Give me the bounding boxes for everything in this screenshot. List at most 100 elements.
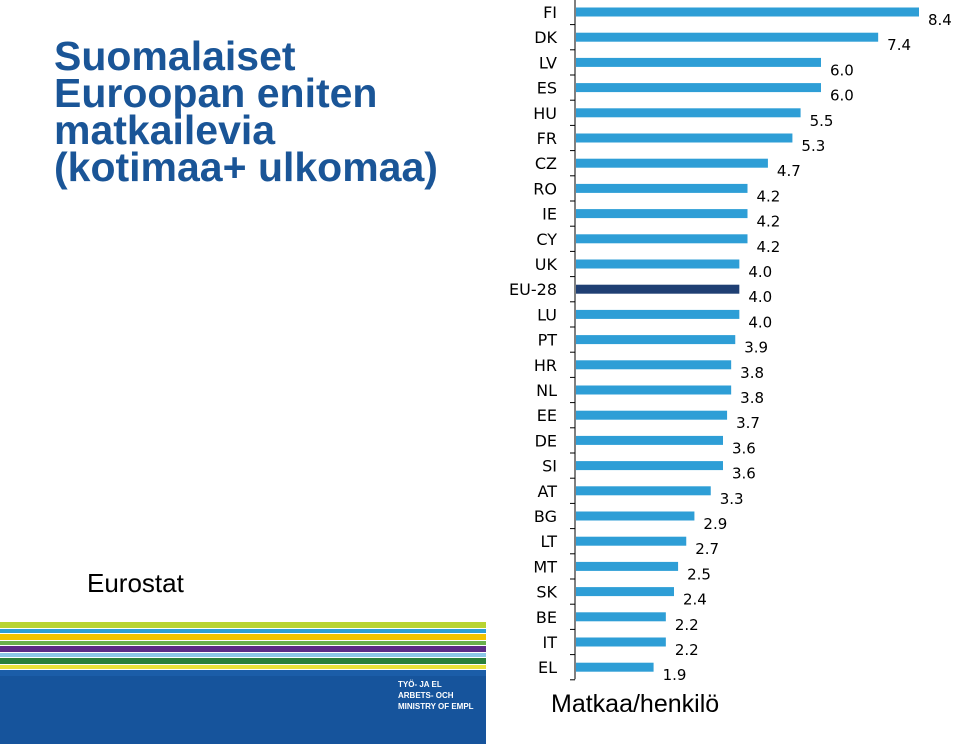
- category-label: EL: [538, 658, 557, 677]
- category-label: CY: [536, 230, 557, 249]
- source-label: Eurostat: [87, 568, 184, 598]
- stripe: [0, 634, 486, 640]
- category-label: LT: [541, 532, 558, 551]
- logo-line-2: ARBETS- OCH: [398, 691, 454, 700]
- bar-lu: [576, 309, 740, 319]
- bar-lt: [576, 536, 687, 546]
- value-label: 3.3: [720, 490, 744, 508]
- title-line-4: (kotimaa+ ulkomaa): [54, 144, 438, 190]
- bar-it: [576, 637, 666, 647]
- value-label: 4.0: [748, 313, 772, 331]
- value-label: 3.8: [740, 364, 764, 382]
- category-label: NL: [536, 381, 557, 400]
- category-label: FI: [543, 3, 557, 22]
- value-label: 3.9: [744, 339, 768, 357]
- value-label: 4.0: [748, 263, 772, 281]
- bar-cy: [576, 234, 748, 244]
- category-label: PT: [538, 331, 558, 350]
- category-label: EU-28: [509, 280, 557, 299]
- value-label: 5.3: [801, 137, 825, 155]
- value-label: 6.0: [830, 87, 854, 105]
- stripe: [0, 641, 486, 645]
- bar-hr: [576, 360, 732, 370]
- bar-de: [576, 435, 723, 445]
- bar-be: [576, 612, 666, 622]
- bar-ie: [576, 209, 748, 219]
- value-label: 2.9: [703, 515, 727, 533]
- stripe: [0, 622, 486, 628]
- bar-chart: FI 8.4 DK 7.4 LV 6.0 ES 6.0 HU 5.5 FR 5.3 CZ 4.7 RO 4.2…: [509, 0, 952, 684]
- bar-lv: [576, 57, 821, 67]
- category-label: SK: [536, 583, 557, 602]
- value-label: 8.4: [928, 11, 952, 29]
- bar-hu: [576, 108, 801, 118]
- bar-es: [576, 83, 821, 93]
- value-label: 4.2: [757, 187, 781, 205]
- category-label: IT: [543, 633, 558, 652]
- bar-ro: [576, 183, 748, 193]
- value-label: 2.4: [683, 591, 707, 609]
- category-label: MT: [533, 557, 557, 576]
- bar-bg: [576, 511, 695, 521]
- stripe: [0, 629, 486, 633]
- decorative-stripes: [0, 612, 486, 744]
- bar-uk: [576, 259, 740, 269]
- category-label: AT: [538, 482, 558, 501]
- value-label: 7.4: [887, 36, 911, 54]
- value-label: 3.6: [732, 439, 756, 457]
- category-label: HR: [534, 356, 557, 375]
- value-label: 4.7: [777, 162, 801, 180]
- stripe: [0, 670, 486, 676]
- category-label: SI: [542, 457, 557, 476]
- stripe: [0, 646, 486, 652]
- bar-at: [576, 486, 711, 496]
- value-label: 4.2: [757, 213, 781, 231]
- bar-fi: [576, 7, 919, 17]
- logo-line-1: TYÖ- JA EL: [398, 680, 442, 689]
- bar-el: [576, 662, 654, 672]
- slide-title: Suomalaiset Euroopan eniten matkailevia …: [54, 33, 494, 190]
- bar-nl: [576, 385, 732, 395]
- category-label: LU: [537, 305, 557, 324]
- title-line-1: Suomalaiset: [54, 33, 296, 79]
- category-label: IE: [542, 205, 557, 224]
- bar-ee: [576, 410, 728, 420]
- category-label: HU: [533, 104, 557, 123]
- category-label: DK: [534, 28, 557, 47]
- logo-line-3: MINISTRY OF EMPL: [398, 702, 474, 711]
- value-label: 2.2: [675, 616, 699, 634]
- category-label: UK: [535, 255, 558, 274]
- value-label: 2.2: [675, 641, 699, 659]
- value-label: 1.9: [663, 666, 687, 684]
- category-label: BE: [536, 608, 557, 627]
- title-line-3: matkailevia: [54, 107, 276, 153]
- ministry-footer-band: [0, 676, 486, 744]
- category-label: LV: [539, 53, 557, 72]
- category-label: ES: [537, 79, 557, 98]
- bar-si: [576, 461, 723, 471]
- bar-eu-28: [576, 284, 740, 294]
- value-label: 4.0: [748, 288, 772, 306]
- value-label: 2.5: [687, 565, 711, 583]
- value-label: 2.7: [695, 540, 719, 558]
- stripe: [0, 658, 486, 664]
- bar-dk: [576, 32, 879, 42]
- category-label: BG: [534, 507, 557, 526]
- value-label: 6.0: [830, 61, 854, 79]
- category-label: FR: [537, 129, 557, 148]
- bar-fr: [576, 133, 793, 143]
- value-label: 5.5: [810, 112, 834, 130]
- title-line-2: Euroopan eniten: [54, 70, 378, 116]
- category-label: DE: [535, 431, 557, 450]
- stripe: [0, 653, 486, 657]
- value-label: 3.6: [732, 465, 756, 483]
- category-label: CZ: [535, 154, 557, 173]
- bar-sk: [576, 587, 674, 597]
- stripe: [0, 665, 486, 669]
- x-axis-label: Matkaa/henkilö: [551, 690, 720, 718]
- value-label: 3.8: [740, 389, 764, 407]
- category-label: RO: [533, 179, 557, 198]
- category-label: EE: [537, 406, 557, 425]
- value-label: 4.2: [757, 238, 781, 256]
- bar-pt: [576, 335, 736, 345]
